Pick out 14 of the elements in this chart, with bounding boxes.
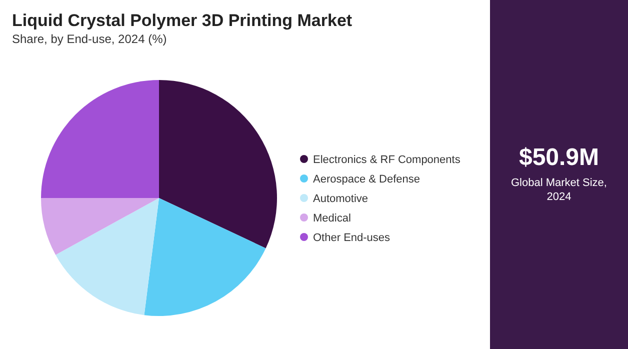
pie-slice (159, 80, 277, 248)
chart-title: Liquid Crystal Polymer 3D Printing Market (12, 11, 352, 30)
legend-label: Medical (313, 212, 351, 224)
pie-slice (144, 198, 266, 316)
legend-label: Automotive (313, 193, 368, 205)
legend-label: Aerospace & Defense (313, 174, 420, 186)
text: Global Market Size, 2024 (511, 177, 607, 203)
legend-label: Electronics & RF Components (313, 154, 461, 166)
pie-slice (41, 198, 159, 255)
text: $50.9M (518, 144, 600, 171)
pie-slice (56, 198, 159, 316)
chart-subtitle: Share, by End-use, 2024 (%) (12, 32, 167, 46)
legend-label: Other End-uses (313, 232, 391, 244)
pie-slice (41, 80, 159, 198)
